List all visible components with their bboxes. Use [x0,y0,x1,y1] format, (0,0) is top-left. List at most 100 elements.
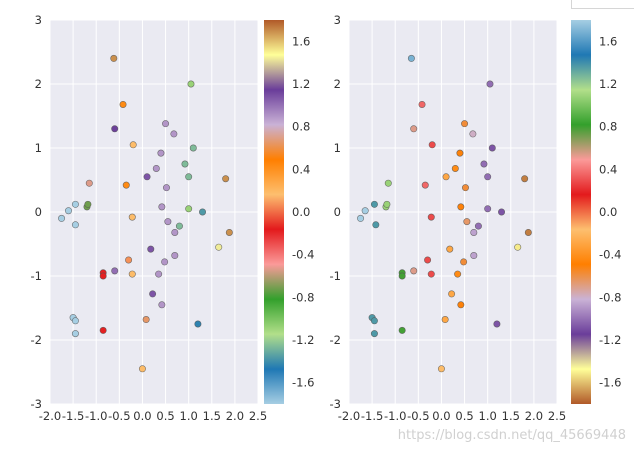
colorbar-tick-label: -1.6 [292,376,314,390]
scatter-point [410,125,418,133]
scatter-point [514,243,522,251]
scatter-point [357,214,365,222]
scatter-point [157,149,165,157]
colorbar-tick-label: -0.8 [599,290,621,304]
y-tick-label: -2 [330,333,341,347]
scatter-point [175,222,183,230]
scatter-point [187,80,195,88]
x-tick-label: 2.0 [525,409,543,423]
scatter-point [370,330,378,338]
scatter-point [58,214,66,222]
corner-box [571,0,634,9]
scatter-point [486,80,494,88]
scatter-point [99,272,107,280]
scatter-point [215,243,223,251]
scatter-point [194,320,202,328]
scatter-point [410,267,418,275]
scatter-panel-2: -2.0 -1.5 -1.0 -0.5 0.0 0.5 1.0 1.5 2.0 2.53210-1… [330,13,622,423]
scatter-point [128,270,136,278]
scatter-point [457,203,465,211]
colorbar [264,20,284,404]
scatter-point [456,149,464,157]
scatter-point [111,125,119,133]
x-tick-label: 1.0 [479,409,497,423]
scatter-point [421,181,429,189]
scatter-point [225,228,233,236]
scatter-point [427,270,435,278]
scatter-point [498,208,506,216]
scatter-point [398,326,406,334]
x-tick-label: -1.5 [62,409,84,423]
scatter-point [189,144,197,152]
y-tick-label: -2 [31,333,42,347]
scatter-point [71,330,79,338]
scatter-point [474,222,482,230]
x-tick-label: -1.0 [85,409,107,423]
scatter-point [428,141,436,149]
scatter-point [446,245,454,253]
colorbar-tick-label: -1.2 [599,333,621,347]
scatter-point [424,256,432,264]
y-tick-label: -1 [330,269,341,283]
scatter-point [469,130,477,138]
y-tick-label: 1 [334,141,341,155]
watermark: https://blog.csdn.net/qq_45669448 [397,428,626,443]
x-tick-label: 0.0 [432,409,450,423]
scatter-point [143,173,151,181]
scatter-point [64,207,72,215]
scatter-point [383,200,391,208]
colorbar-tick-label: 0.4 [599,162,617,176]
y-tick-label: 0 [334,205,341,219]
scatter-point [418,100,426,108]
colorbar-tick-label: 0.0 [599,205,617,219]
x-tick-label: 0.5 [455,409,473,423]
x-tick-label: -1.0 [384,409,406,423]
scatter-point [461,120,469,128]
x-tick-label: -2.0 [338,409,360,423]
scatter-point [484,173,492,181]
scatter-point [119,100,127,108]
y-tick-label: 3 [35,13,42,27]
scatter-point [162,184,170,192]
x-tick-label: 1.5 [502,409,520,423]
y-tick-label: 1 [35,141,42,155]
y-tick-label: 2 [35,77,42,91]
scatter-point [407,54,415,62]
scatter-point [158,203,166,211]
x-tick-label: 1.5 [203,409,221,423]
scatter-point [451,164,459,172]
scatter-point [84,200,92,208]
colorbar-tick-label: -0.4 [292,248,314,262]
y-tick-label: -1 [31,269,42,283]
scatter-point [448,290,456,298]
y-tick-label: 2 [334,77,341,91]
scatter-point [199,208,207,216]
scatter-point [181,160,189,168]
scatter-point [122,181,130,189]
scatter-point [370,200,378,208]
x-tick-label: -2.0 [39,409,61,423]
colorbar-tick-label: -0.8 [292,290,314,304]
scatter-point [111,267,119,275]
y-tick-label: 0 [35,205,42,219]
x-tick-label: 0.5 [156,409,174,423]
scatter-point [162,120,170,128]
scatter-point [138,365,146,373]
scatter-point [185,205,193,213]
scatter-point [488,144,496,152]
x-tick-label: 0.0 [133,409,151,423]
scatter-point [99,326,107,334]
scatter-point [164,218,172,226]
scatter-point [427,213,435,221]
scatter-point [147,245,155,253]
scatter-point [71,317,79,325]
x-tick-label: 2.5 [249,409,267,423]
scatter-point [149,290,157,298]
scatter-point [361,207,369,215]
scatter-point [463,218,471,226]
colorbar-tick-label: -0.4 [599,248,621,262]
colorbar-tick-label: 0.0 [292,205,310,219]
scatter-point [441,316,449,324]
scatter-point [484,205,492,213]
